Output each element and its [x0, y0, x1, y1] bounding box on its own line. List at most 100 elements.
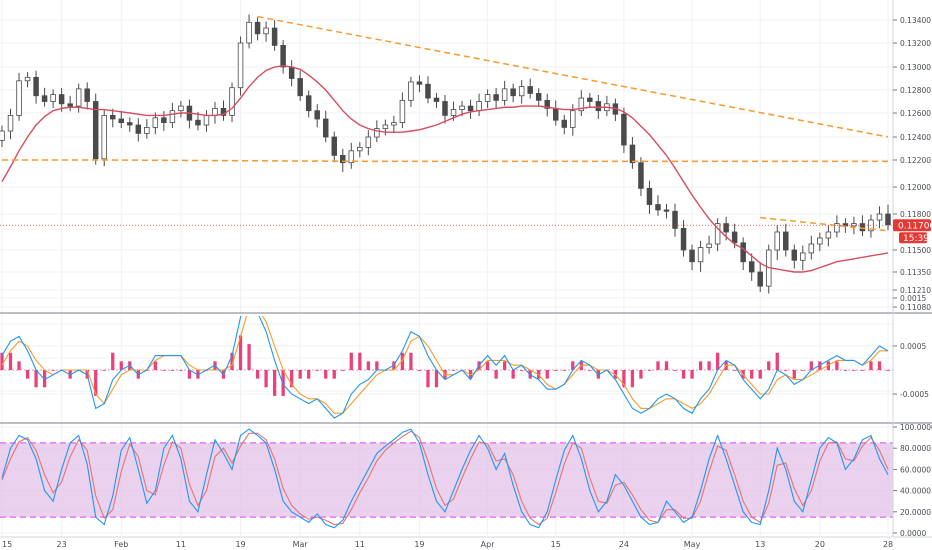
chart-axes: 0.13400 0.13200 0.13000 0.12800 0.12600 0.124…: [2, 16, 932, 549]
candle-body: [178, 105, 184, 112]
candle-body: [203, 115, 210, 126]
candle-body: [391, 122, 397, 126]
current-price-value: 0.11706: [898, 221, 932, 231]
macd-histogram-bar: [698, 361, 703, 370]
candle-body: [399, 99, 406, 123]
price-candle: [161, 111, 167, 131]
macd-histogram-bar: [554, 370, 558, 371]
candle-body: [553, 108, 559, 121]
price-candle: [680, 220, 687, 257]
price-candle: [84, 82, 90, 110]
x-tick-label: 24: [619, 540, 629, 549]
current-price-tag-bg: [893, 219, 931, 232]
candle-body: [561, 119, 568, 128]
macd-histogram-bar: [179, 370, 183, 371]
candle-body: [322, 118, 329, 138]
price-candle: [92, 93, 99, 165]
macd-histogram-bar: [247, 344, 251, 370]
panel-separators: [0, 0, 932, 538]
macd-histogram-bar: [332, 370, 336, 379]
current-price-tag[interactable]: 0.11706 15:39: [893, 219, 932, 244]
macd-histogram-bar: [426, 370, 430, 388]
candle-body: [578, 97, 585, 112]
macd-histogram-bar: [451, 370, 456, 371]
price-candle: [612, 98, 619, 122]
y-tick-label: 0.13000: [900, 63, 931, 72]
macd-histogram-bar: [877, 361, 882, 370]
price-candle: [382, 119, 389, 136]
price-candle: [67, 95, 73, 112]
macd-histogram-bar: [571, 361, 575, 370]
candle-body: [825, 231, 832, 239]
price-candle: [433, 92, 440, 109]
y-tick-label: 0.11210: [900, 286, 931, 295]
price-candle: [655, 195, 661, 216]
candle-body: [876, 213, 883, 221]
price-candle: [229, 82, 235, 123]
candle-body: [859, 223, 866, 232]
macd-histogram-bar: [809, 361, 813, 370]
price-candle: [135, 118, 142, 142]
price-candle: [544, 93, 550, 117]
price-candle: [646, 180, 653, 214]
price-candle: [212, 101, 218, 124]
candle-body: [501, 88, 508, 101]
candle-body: [587, 97, 593, 102]
macd-histogram-bar: [417, 370, 422, 371]
macd-histogram-bar: [588, 370, 592, 371]
macd-histogram-bar: [502, 361, 507, 370]
y-tick-label: 0.11350: [900, 268, 931, 277]
candle-body: [237, 42, 244, 89]
candle-body: [527, 86, 533, 94]
candle-body: [169, 110, 176, 123]
y-tick-label: 20.0000: [900, 508, 931, 517]
y-tick-label: 0.11800: [900, 210, 931, 219]
candle-body: [357, 146, 363, 152]
macd-histogram-bar: [102, 370, 106, 371]
price-candle: [41, 87, 48, 107]
price-candle: [110, 108, 116, 128]
price-candle: [800, 245, 806, 271]
candle-body: [442, 101, 448, 116]
candle-body: [280, 45, 286, 68]
candle-body: [663, 209, 670, 212]
macd-histogram-bar: [119, 361, 123, 370]
candle-body: [817, 237, 823, 245]
candle-body: [510, 88, 516, 97]
macd-histogram-bar: [272, 370, 277, 396]
macd-histogram-bar: [42, 370, 47, 388]
candle-body: [297, 78, 303, 97]
macd-histogram-bar: [315, 370, 319, 371]
macd-histogram-bar: [111, 352, 115, 370]
price-candle: [697, 240, 704, 272]
y-tick-label: 0.11080: [900, 303, 931, 312]
candle-body: [0, 130, 5, 141]
candle-body: [672, 210, 678, 229]
macd-histogram-bar: [349, 352, 353, 370]
price-candle: [16, 72, 22, 121]
macd-histogram-bar: [681, 370, 686, 379]
price-candle: [322, 110, 329, 143]
y-tick-label: 0.12200: [900, 156, 931, 165]
x-tick-label: Feb: [114, 540, 128, 549]
macd-line: [1, 316, 889, 419]
macd-histogram-bar: [307, 370, 311, 379]
price-candle: [195, 111, 201, 131]
price-candle: [825, 225, 832, 247]
candle-body: [16, 80, 22, 116]
candle-body: [92, 101, 99, 160]
price-candle: [740, 237, 746, 271]
price-candle: [510, 83, 516, 103]
macd-histogram-bar: [187, 370, 192, 379]
price-candle: [876, 206, 883, 229]
macd-histogram-bar: [801, 370, 805, 371]
macd-histogram-bar: [647, 370, 652, 371]
macd-histogram-bar: [34, 370, 38, 388]
candle-body: [570, 110, 576, 128]
y-tick-label: 0.0005: [900, 342, 926, 351]
price-candle: [808, 235, 815, 260]
macd-histogram-bar: [324, 370, 328, 379]
price-candle: [305, 90, 312, 118]
y-tick-label: 0.12800: [900, 86, 931, 95]
price-candle: [254, 17, 261, 41]
